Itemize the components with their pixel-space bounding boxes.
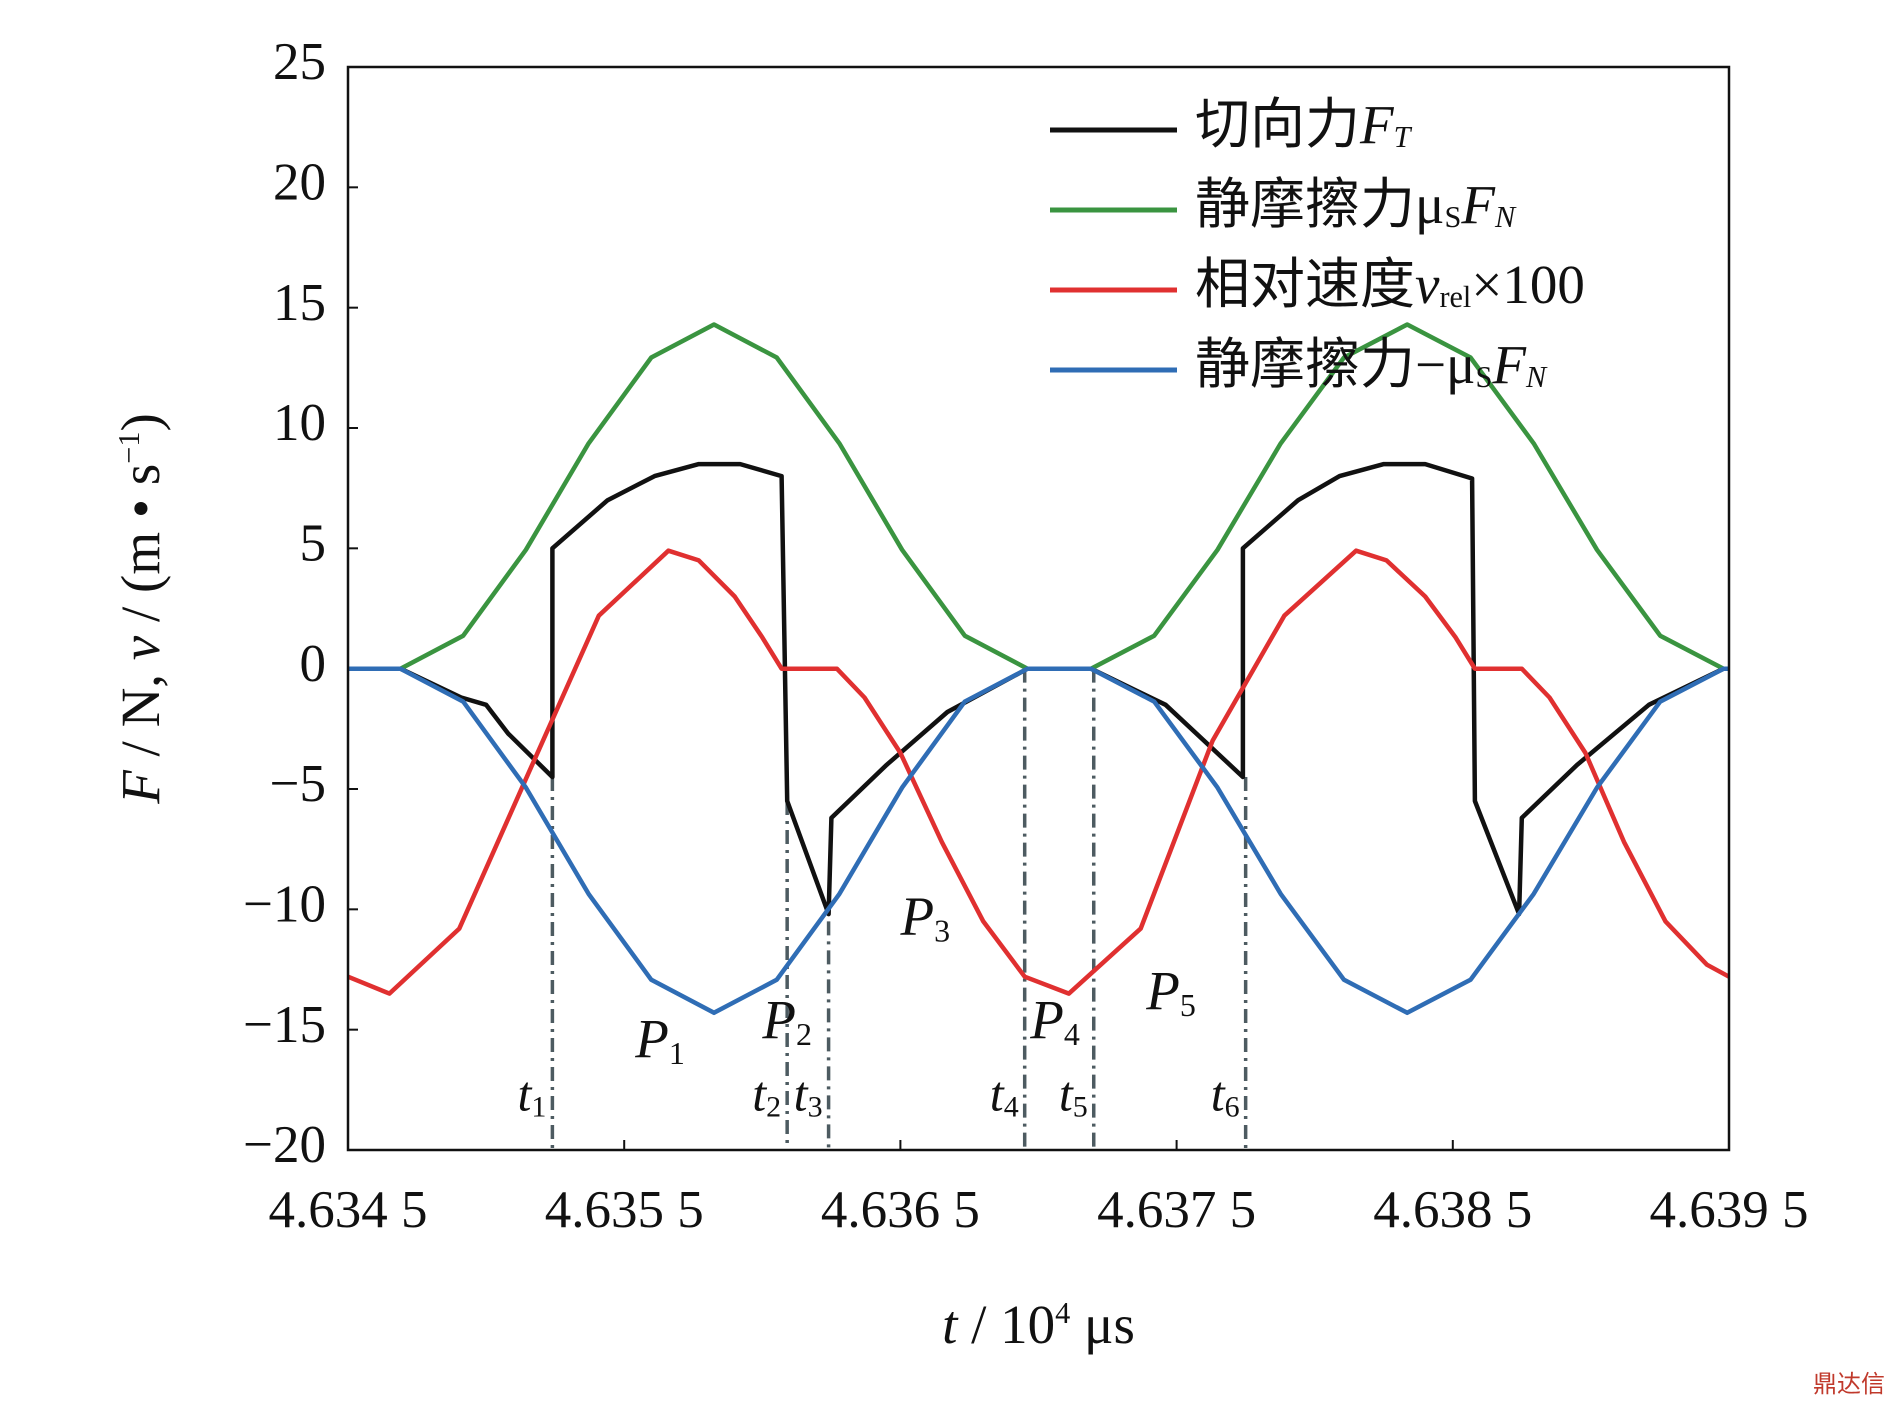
region-label: P4 [1029,988,1080,1052]
y-tick-label: 25 [273,33,326,91]
y-tick-label: 5 [300,514,327,572]
text-part: / 10 [957,1294,1055,1355]
x-axis-label: t / 104 μs [942,1294,1135,1355]
y-tick-label: −10 [243,875,326,933]
text-part: P [761,988,796,1049]
text-part: 1 [531,1091,546,1124]
text-part: N [1525,360,1548,394]
marker-label: t6 [1211,1066,1240,1124]
series-line [348,666,1729,1016]
text-part: t [990,1066,1005,1122]
x-tick-label: 4.636 5 [821,1181,980,1239]
text-part: S [1445,200,1462,234]
legend-label: 相对速度vrel×100 [1195,254,1585,315]
text-part: t [752,1066,767,1122]
watermark: 鼎达信 [1813,1370,1885,1398]
series-line [347,548,1731,996]
text-part: N [1494,200,1517,234]
region-label: P3 [899,885,950,949]
region-label: P2 [761,988,812,1052]
text-part: 5 [1073,1091,1088,1124]
text-part: F [1491,334,1527,395]
text-part: 4 [1004,1091,1019,1124]
text-part: −1 [112,432,146,464]
legend-label: 切向力FT [1195,94,1413,155]
text-part: 4 [1055,1296,1070,1330]
text-part: v [110,635,171,660]
x-tick-label: 4.637 5 [1097,1181,1256,1239]
x-tick-label: 4.639 5 [1650,1181,1809,1239]
text-part: 5 [1180,987,1196,1023]
text-part: rel [1439,280,1471,314]
text-part: ) [110,413,171,431]
text-part: 4 [1064,1016,1080,1052]
text-part: 2 [796,1016,812,1052]
y-tick-label: 10 [273,394,326,452]
text-part: P [1029,988,1064,1049]
text-part: F [1460,174,1496,235]
text-part: P [1145,960,1180,1021]
text-part: 相对速度 [1195,254,1415,315]
text-part: μ [1446,334,1476,395]
marker-label: t3 [794,1066,823,1124]
marker-label: t4 [990,1066,1019,1124]
text-part: / N, [110,660,171,770]
text-part: 切向力 [1195,94,1360,155]
text-part: ×100 [1471,254,1585,315]
y-tick-label: 15 [273,274,326,332]
y-tick-label: 20 [273,153,326,211]
legend-label: 静摩擦力μSFN [1195,174,1517,235]
text-part: 2 [766,1091,781,1124]
text-part: t [1059,1066,1074,1122]
marker-label: t1 [517,1066,546,1124]
text-part: t [1211,1066,1226,1122]
text-part: t [517,1066,532,1122]
text-part: t [942,1294,959,1355]
text-part: F [1359,94,1395,155]
plot-frame [346,65,1731,1152]
text-part: F [110,769,171,805]
legend-label: 静摩擦力−μSFN [1195,334,1548,395]
text-part: 1 [669,1035,685,1071]
x-tick-label: 4.635 5 [545,1181,704,1239]
text-part: T [1394,120,1413,154]
text-part: S [1476,360,1493,394]
y-tick-label: −5 [270,755,326,813]
text-part: μ [1415,174,1445,235]
text-part: 静摩擦力− [1195,334,1446,395]
marker-label: t5 [1059,1066,1088,1124]
marker-label: t2 [752,1066,781,1124]
y-axis-label: F / N, v / (m • s−1) [110,413,171,805]
series-line [348,461,1729,917]
text-part: P [634,1008,669,1069]
text-part: 3 [934,913,950,949]
text-part: μs [1070,1294,1135,1355]
y-tick-label: −20 [243,1116,326,1174]
text-part: 6 [1225,1091,1240,1124]
text-part: P [899,885,934,946]
y-tick-label: 0 [300,635,327,693]
text-part: t [794,1066,809,1122]
region-label: P5 [1145,960,1196,1024]
text-part: 静摩擦力 [1195,174,1415,235]
text-part: 3 [808,1091,823,1124]
region-label: P1 [634,1008,685,1072]
text-part: v [1415,254,1440,315]
x-tick-label: 4.634 5 [269,1181,428,1239]
x-tick-label: 4.638 5 [1373,1181,1532,1239]
text-part: / (m • s [110,464,171,636]
y-tick-label: −15 [243,996,326,1054]
